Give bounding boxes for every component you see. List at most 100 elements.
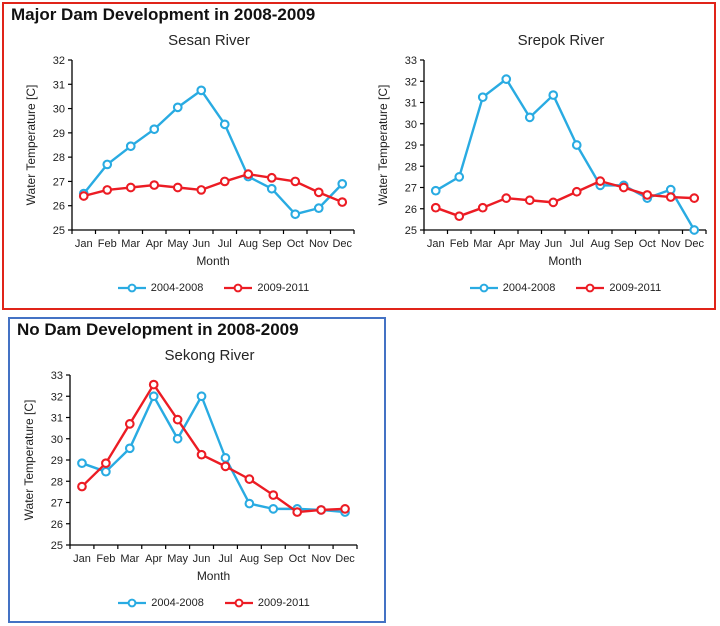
x-tick-label: Mar [473, 238, 492, 250]
x-tick-label: Nov [661, 238, 681, 250]
y-tick-label: 33 [405, 55, 417, 67]
y-tick-label: 25 [405, 225, 417, 237]
x-axis-title: Month [196, 254, 229, 268]
y-tick-label: 28 [53, 152, 65, 164]
legend-item: 2004-2008 [469, 282, 556, 294]
x-tick-label: Apr [498, 238, 515, 250]
data-point-marker [337, 179, 348, 189]
no-dam-section-title: No Dam Development in 2008-2009 [17, 320, 299, 339]
data-point-marker [124, 443, 135, 454]
data-point-marker [689, 193, 700, 203]
data-point-marker [689, 225, 700, 235]
y-tick-label: 32 [51, 391, 63, 403]
data-point-marker [244, 498, 255, 509]
legend-label: 2004-2008 [502, 282, 556, 294]
data-point-marker [268, 490, 279, 500]
data-point-marker [524, 195, 535, 206]
legend-swatch [117, 283, 146, 293]
data-point-marker [172, 433, 183, 444]
x-tick-label: Sep [264, 553, 284, 565]
legend-label: 2004-2008 [151, 597, 204, 609]
data-point-marker [148, 391, 159, 402]
data-point-marker [477, 202, 488, 213]
data-point-marker [102, 159, 113, 170]
data-point-marker [220, 461, 231, 472]
x-tick-label: Aug [238, 238, 258, 250]
data-point-marker [196, 449, 207, 460]
y-axis-title: Water Temperature [C] [376, 85, 390, 206]
x-tick-label: Dec [684, 238, 704, 250]
legend-item: 2004-2008 [117, 282, 204, 294]
data-point-marker [501, 193, 512, 203]
x-tick-label: Feb [96, 553, 115, 565]
legend-label: 2009-2011 [257, 282, 310, 294]
data-point-marker [148, 379, 159, 390]
data-point-marker [548, 197, 559, 208]
y-tick-label: 30 [53, 104, 65, 116]
series-line-2009-2011 [80, 383, 347, 514]
series-line-2004-2008 [82, 89, 344, 216]
y-tick-label: 30 [51, 434, 63, 446]
x-tick-label: Oct [289, 553, 306, 565]
x-axis-title: Month [548, 254, 581, 268]
chart-title-sesan: Sesan River [168, 32, 250, 49]
data-point-marker [290, 209, 301, 220]
data-point-marker [125, 141, 136, 152]
data-point-marker [77, 481, 87, 492]
y-axis-title: Water Temperature [C] [24, 85, 38, 206]
no-dam-section: No Dam Development in 2008-2009 Sekong R… [8, 317, 386, 623]
x-tick-label: Dec [335, 553, 355, 565]
data-point-marker [430, 185, 441, 196]
y-tick-label: 29 [51, 455, 63, 467]
data-point-marker [268, 504, 279, 514]
series-line-2009-2011 [434, 179, 696, 218]
x-tick-label: Jun [193, 553, 211, 565]
data-point-marker [292, 507, 303, 517]
data-point-marker [548, 90, 559, 100]
data-point-marker [219, 176, 230, 187]
legend-label: 2009-2011 [609, 282, 662, 294]
data-point-marker [243, 169, 254, 179]
x-tick-label: Aug [240, 553, 260, 565]
chart-srepok-river: Srepok River 25 26 27 28 29 30 31 32 33 Jan Feb Mar… [376, 30, 716, 294]
y-tick-label: 28 [51, 476, 63, 488]
x-tick-label: Apr [145, 553, 162, 565]
x-tick-label: Feb [450, 238, 469, 250]
legend-sesan: 2004-2008 2009-2011 [24, 282, 364, 294]
x-tick-label: Jul [218, 238, 232, 250]
x-tick-label: May [167, 553, 188, 565]
x-tick-label: May [167, 238, 188, 250]
data-point-marker [220, 453, 231, 463]
x-tick-label: May [519, 238, 540, 250]
data-point-marker [102, 185, 113, 195]
y-tick-label: 31 [51, 413, 63, 425]
data-point-marker [430, 202, 441, 213]
x-tick-label: Jan [75, 238, 93, 250]
data-point-marker [172, 414, 183, 425]
legend-item: 2009-2011 [575, 282, 661, 294]
x-tick-label: Oct [287, 238, 304, 250]
series-line-2004-2008 [80, 395, 347, 514]
x-tick-label: Feb [98, 238, 117, 250]
x-tick-label: Aug [590, 238, 610, 250]
y-tick-label: 31 [405, 98, 417, 110]
x-tick-label: Jul [218, 553, 232, 565]
chart-title-sekong: Sekong River [164, 347, 255, 364]
legend-label: 2004-2008 [150, 282, 204, 294]
data-point-marker [196, 391, 207, 402]
series-line-2004-2008 [434, 77, 696, 232]
legend-srepok: 2004-2008 2009-2011 [376, 282, 716, 294]
y-tick-label: 32 [405, 76, 417, 88]
legend-swatch [469, 283, 498, 293]
data-point-marker [149, 124, 160, 135]
y-tick-label: 29 [405, 140, 417, 152]
plot-area-srepok: 25 26 27 28 29 30 31 32 33 Jan Feb Mar Apr May Jun Jul A… [376, 55, 707, 268]
legend-item: 2009-2011 [224, 597, 310, 609]
plot-area-sekong: 25 26 27 28 29 30 31 32 33 Jan Feb Mar Apr May Jun Jul A… [22, 370, 358, 583]
data-point-marker [454, 172, 465, 182]
data-point-marker [501, 74, 512, 84]
data-point-marker [524, 112, 535, 123]
data-point-marker [196, 85, 207, 96]
plot-area-sesan: 25 26 27 28 29 30 31 32 Jan Feb Mar Apr May Jun Jul Aug… [24, 55, 355, 268]
